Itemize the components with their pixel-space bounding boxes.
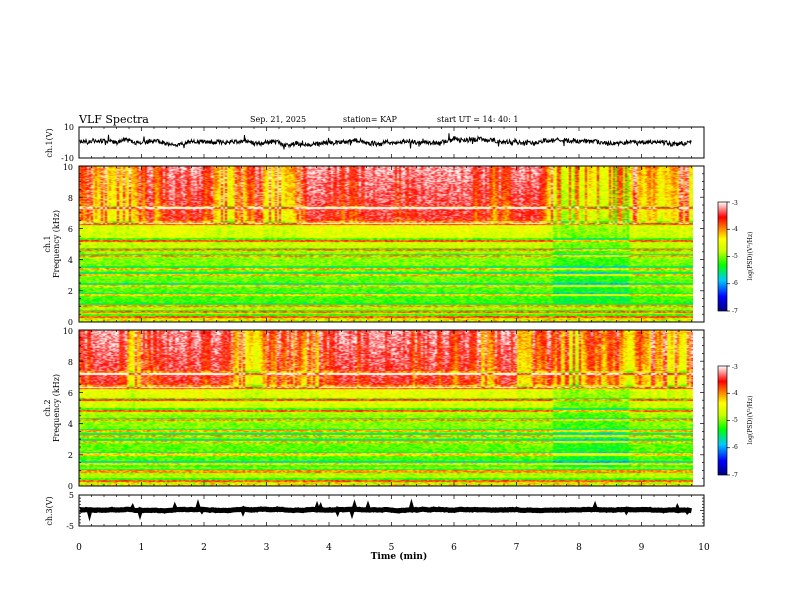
ch2-spectrogram-heatmap (79, 330, 693, 486)
ch3-ytick-bottom: -5 (66, 522, 74, 531)
ch1-cbtick-7: -7 (732, 308, 738, 315)
ch2-colorbar-label: log(PSD)(V²/Hz) (747, 396, 754, 445)
ch1-waveform-panel: 10 -10 ch.1(V) (45, 123, 705, 163)
ch1-colorbar-gradient (718, 202, 727, 311)
ch3-ytick-top: 5 (69, 491, 74, 500)
ch1-ytick-6: 6 (68, 225, 73, 234)
ch1-ytick-4: 4 (68, 256, 73, 265)
ch1-spectrogram-yticklabels: 0 2 4 6 8 10 (63, 163, 73, 327)
ch1-spectrogram-ticks (78, 165, 705, 323)
xtick-1: 1 (139, 543, 145, 553)
ch1-cbtick-6: -6 (732, 280, 738, 287)
xtick-8: 8 (576, 543, 582, 553)
xtick-2: 2 (201, 543, 207, 553)
ch3-waveform-ylabel: ch.3(V) (45, 496, 54, 525)
ch2-ytick-10: 10 (63, 327, 73, 336)
chart-title: VLF Spectra (78, 113, 149, 126)
date-label: Sep. 21, 2025 (250, 115, 306, 124)
ch1-colorbar-label: log(PSD)(V²/Hz) (747, 232, 754, 281)
ch1-cbtick-4: -4 (732, 226, 738, 233)
ch3-waveform-panel: 5 -5 ch.3(V) (45, 491, 705, 531)
ch2-colorbar-ticks (727, 365, 730, 476)
ch2-colorbar-gradient (718, 366, 727, 475)
ch2-cbtick-7: -7 (732, 472, 738, 479)
ch1-waveform-line (79, 133, 692, 150)
xtick-6: 6 (451, 543, 457, 553)
ch3-waveform-line (79, 498, 692, 522)
ch2-cbtick-5: -5 (732, 417, 738, 424)
ch2-cbtick-6: -6 (732, 444, 738, 451)
ch1-ytick-8: 8 (68, 194, 73, 203)
ch2-colorbar: -3 -4 -5 -6 -7 log(PSD)(V²/Hz) (717, 364, 754, 479)
ch1-spectrogram-ylabel: Frequency (kHz) (52, 210, 61, 278)
ch2-ytick-2: 2 (68, 451, 73, 460)
ch1-waveform-ylabel: ch.1(V) (45, 128, 54, 157)
ch1-ytick-bottom: -10 (61, 154, 74, 163)
ch1-colorbar: -3 -4 -5 -6 -7 log(PSD)(V²/Hz) (717, 200, 754, 315)
ch2-cbtick-4: -4 (732, 390, 738, 397)
xtick-10: 10 (698, 543, 710, 553)
ch2-ytick-6: 6 (68, 389, 73, 398)
ch1-spectrogram-heatmap (79, 166, 693, 322)
ch2-spectrogram-yticklabels: 0 2 4 6 8 10 (63, 327, 73, 491)
ch1-ytick-top: 10 (64, 123, 74, 132)
ch2-ytick-0: 0 (68, 482, 73, 491)
ch3-waveform-ticks (78, 494, 705, 527)
ch1-colorbar-ticks (727, 201, 730, 312)
ch2-spectrogram-ylabel: Frequency (kHz) (52, 374, 61, 442)
ch2-spectrogram-channel-label: ch.2 (43, 399, 52, 416)
ch1-cbtick-5: -5 (732, 253, 738, 260)
ch2-spectrogram-ticks (78, 329, 705, 487)
ch1-waveform-ticks (78, 127, 705, 158)
x-axis-label: Time (min) (371, 551, 428, 562)
ch1-spectrogram-panel: 0 2 4 6 8 10 ch.1 Frequency (kHz) (43, 163, 705, 327)
start-time-label: start UT = 14: 40: 1 (437, 115, 518, 124)
ch1-spectrogram-channel-label: ch.1 (43, 235, 52, 252)
xtick-4: 4 (326, 543, 332, 553)
station-label: station= KAP (343, 115, 398, 124)
ch2-ytick-4: 4 (68, 420, 73, 429)
ch1-ytick-2: 2 (68, 287, 73, 296)
xtick-9: 9 (639, 543, 645, 553)
xtick-3: 3 (264, 543, 270, 553)
ch2-ytick-8: 8 (68, 358, 73, 367)
xtick-5: 5 (389, 543, 395, 553)
ch2-spectrogram-panel: 0 2 4 6 8 10 ch.2 Frequency (kHz) (43, 327, 705, 491)
x-axis: 0 1 2 3 4 5 6 7 8 9 10 Time (min) (76, 543, 710, 562)
xtick-7: 7 (514, 543, 520, 553)
xtick-0: 0 (76, 543, 82, 553)
ch1-ytick-10: 10 (63, 163, 73, 172)
ch2-cbtick-3: -3 (732, 364, 738, 371)
ch1-cbtick-3: -3 (732, 200, 738, 207)
ch1-ytick-0: 0 (68, 318, 73, 327)
